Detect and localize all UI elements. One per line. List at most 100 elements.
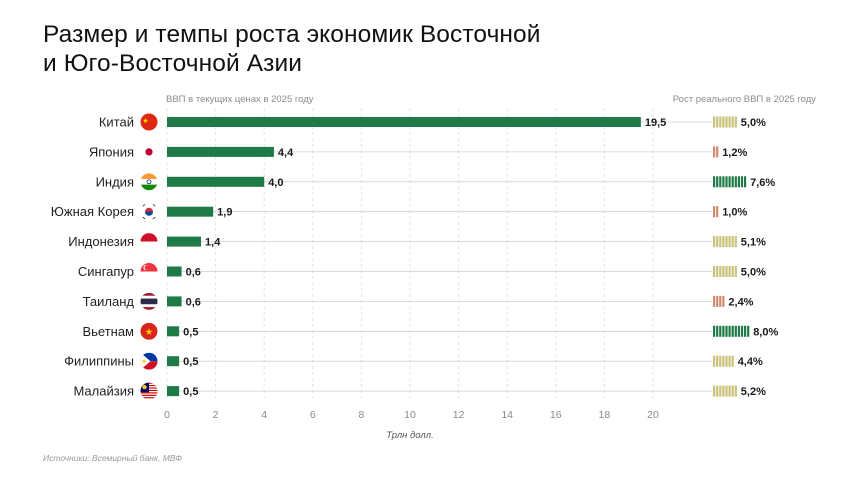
growth-segment	[722, 116, 725, 128]
growth-value-label: 5,1%	[741, 237, 766, 249]
category-label: Китай	[99, 115, 134, 130]
growth-segment	[713, 266, 716, 277]
growth-segment	[722, 295, 725, 307]
x-tick-label: 2	[213, 409, 219, 421]
gdp-value-label: 0,5	[183, 356, 198, 368]
source-note: Источники: Всемирный банк, МВФ	[43, 453, 183, 463]
growth-segment	[719, 295, 722, 307]
growth-subtitle: Рост реального ВВП в 2025 году	[672, 94, 816, 105]
growth-segment	[719, 236, 722, 248]
growth-value-label: 2,4%	[728, 296, 753, 308]
growth-segment	[719, 176, 722, 188]
growth-segment	[731, 116, 734, 128]
category-label: Филиппины	[64, 354, 134, 369]
gdp-value-label: 1,4	[205, 237, 221, 249]
indonesia-flag-icon	[140, 233, 158, 251]
gdp-value-label: 1,9	[217, 207, 232, 219]
growth-segment	[722, 325, 725, 337]
growth-segment	[744, 325, 747, 337]
growth-segment	[728, 385, 731, 397]
category-label: Япония	[89, 144, 134, 159]
gdp-bar	[167, 176, 265, 187]
growth-segment	[716, 295, 719, 307]
growth-segment	[734, 325, 737, 337]
title-line-1: Размер и темпы роста экономик Восточной	[43, 21, 541, 48]
growth-value-label: 5,2%	[741, 386, 766, 398]
growth-segment	[725, 266, 728, 277]
category-label: Вьетнам	[82, 324, 134, 339]
x-tick-label: 6	[310, 409, 316, 421]
growth-segment	[734, 266, 737, 277]
growth-segment	[747, 325, 750, 337]
svg-text:★: ★	[145, 327, 154, 338]
growth-segment	[713, 176, 716, 188]
growth-segment	[734, 385, 737, 397]
growth-segment	[737, 176, 740, 188]
singapore-flag-icon	[140, 263, 158, 280]
title-line-2: и Юго-Восточной Азии	[43, 50, 303, 77]
growth-segment	[713, 236, 716, 248]
growth-segment	[740, 176, 744, 188]
growth-segment	[728, 236, 731, 248]
x-tick-label: 10	[404, 409, 416, 421]
philippines-flag-icon	[140, 352, 158, 370]
x-tick-label: 12	[453, 409, 465, 421]
growth-segment	[722, 385, 725, 397]
growth-segment	[716, 266, 719, 277]
growth-segment	[719, 325, 722, 337]
growth-value-label: 8,0%	[753, 326, 778, 338]
svg-text:★: ★	[142, 117, 148, 125]
gdp-subtitle: ВВП в текущих ценах в 2025 году	[166, 94, 314, 105]
growth-segment	[719, 116, 722, 128]
gdp-bar	[167, 206, 214, 217]
growth-segment	[740, 325, 744, 337]
growth-segment	[725, 385, 728, 397]
vietnam-flag-icon: ★	[140, 322, 158, 340]
gdp-value-label: 19,5	[645, 117, 666, 129]
growth-segment	[716, 325, 719, 337]
growth-segment	[734, 176, 737, 188]
growth-value-label: 7,6%	[750, 177, 775, 189]
growth-segment	[719, 355, 722, 367]
growth-segment	[731, 236, 734, 248]
growth-segment	[716, 385, 719, 397]
category-label: Южная Корея	[51, 204, 134, 219]
growth-segment	[728, 355, 731, 367]
growth-segment	[734, 236, 737, 248]
growth-value-label: 4,4%	[738, 356, 763, 368]
x-tick-label: 4	[261, 409, 267, 421]
gdp-bar	[167, 146, 274, 157]
thailand-flag-icon	[140, 292, 158, 310]
x-tick-label: 8	[358, 409, 364, 421]
growth-segment	[728, 325, 731, 337]
gdp-value-label: 0,5	[183, 326, 198, 338]
growth-segment	[728, 116, 731, 128]
growth-segment	[725, 355, 728, 367]
growth-segment	[725, 236, 728, 248]
growth-value-label: 5,0%	[741, 267, 766, 279]
china-flag-icon: ★	[140, 113, 158, 131]
growth-segment	[731, 385, 734, 397]
south-korea-flag-icon	[140, 203, 158, 221]
category-label: Малайзия	[73, 384, 134, 399]
growth-value-label: 1,0%	[722, 207, 747, 219]
gdp-bar	[167, 296, 182, 307]
growth-segment	[716, 206, 719, 218]
growth-segment	[713, 355, 716, 367]
growth-value-label: 5,0%	[741, 117, 766, 129]
growth-segment	[722, 266, 725, 277]
gdp-value-label: 0,6	[186, 267, 201, 279]
growth-segment	[737, 325, 740, 337]
growth-segment	[731, 325, 734, 337]
gdp-bar	[167, 236, 202, 247]
growth-segment	[725, 116, 728, 128]
growth-segment	[719, 385, 722, 397]
category-label: Таиланд	[83, 294, 135, 309]
chart-title: Размер и темпы роста экономик Восточной …	[43, 20, 643, 78]
x-tick-label: 18	[599, 409, 611, 421]
gdp-value-label: 0,6	[186, 296, 201, 308]
japan-flag-icon	[140, 143, 158, 161]
x-tick-label: 16	[550, 409, 562, 421]
gdp-bar	[167, 117, 641, 127]
